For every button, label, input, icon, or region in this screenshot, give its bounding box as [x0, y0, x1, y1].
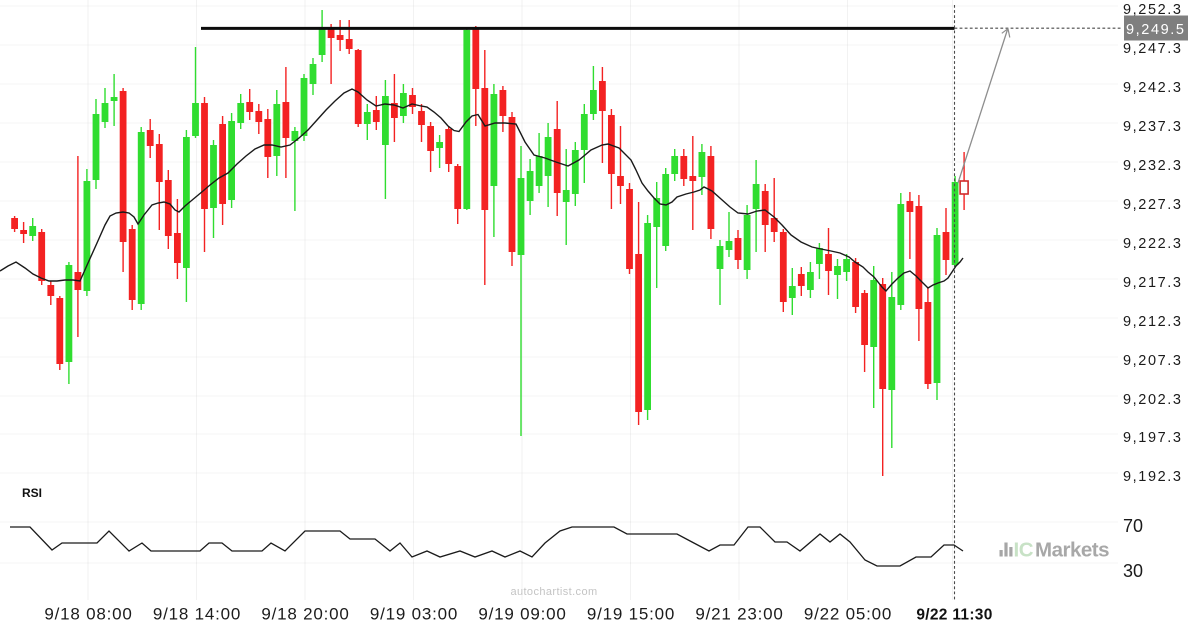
svg-text:9,232.3: 9,232.3 — [1123, 158, 1183, 174]
svg-text:9,227.3: 9,227.3 — [1123, 197, 1183, 213]
svg-text:9,252.3: 9,252.3 — [1123, 2, 1183, 18]
svg-text:9,207.3: 9,207.3 — [1123, 353, 1183, 369]
svg-text:9/18 14:00: 9/18 14:00 — [153, 605, 241, 624]
svg-text:9,242.3: 9,242.3 — [1123, 80, 1183, 96]
svg-text:9/18 08:00: 9/18 08:00 — [44, 605, 132, 624]
svg-text:9,237.3: 9,237.3 — [1123, 119, 1183, 135]
svg-text:9/19 03:00: 9/19 03:00 — [370, 605, 458, 624]
svg-text:9/22 05:00: 9/22 05:00 — [804, 605, 892, 624]
svg-text:9,202.3: 9,202.3 — [1123, 392, 1183, 408]
svg-text:9,212.3: 9,212.3 — [1123, 314, 1183, 330]
svg-text:Markets: Markets — [1035, 539, 1109, 562]
svg-text:9,217.3: 9,217.3 — [1123, 275, 1183, 291]
svg-text:IC: IC — [1014, 539, 1034, 562]
svg-text:9/18 20:00: 9/18 20:00 — [261, 605, 349, 624]
svg-text:autochartist.com: autochartist.com — [510, 586, 597, 598]
svg-text:9,247.3: 9,247.3 — [1123, 41, 1183, 57]
svg-text:9/19 15:00: 9/19 15:00 — [587, 605, 675, 624]
svg-text:9,222.3: 9,222.3 — [1123, 236, 1183, 252]
svg-text:9,249.5: 9,249.5 — [1126, 22, 1186, 38]
svg-text:70: 70 — [1123, 516, 1143, 536]
svg-text:9/22 11:30: 9/22 11:30 — [916, 607, 992, 624]
svg-text:RSI: RSI — [22, 486, 42, 500]
svg-text:9,197.3: 9,197.3 — [1123, 430, 1183, 446]
svg-text:9,192.3: 9,192.3 — [1123, 469, 1183, 485]
svg-text:9/21 23:00: 9/21 23:00 — [695, 605, 783, 624]
svg-text:30: 30 — [1123, 561, 1143, 581]
svg-text:9/19 09:00: 9/19 09:00 — [478, 605, 566, 624]
